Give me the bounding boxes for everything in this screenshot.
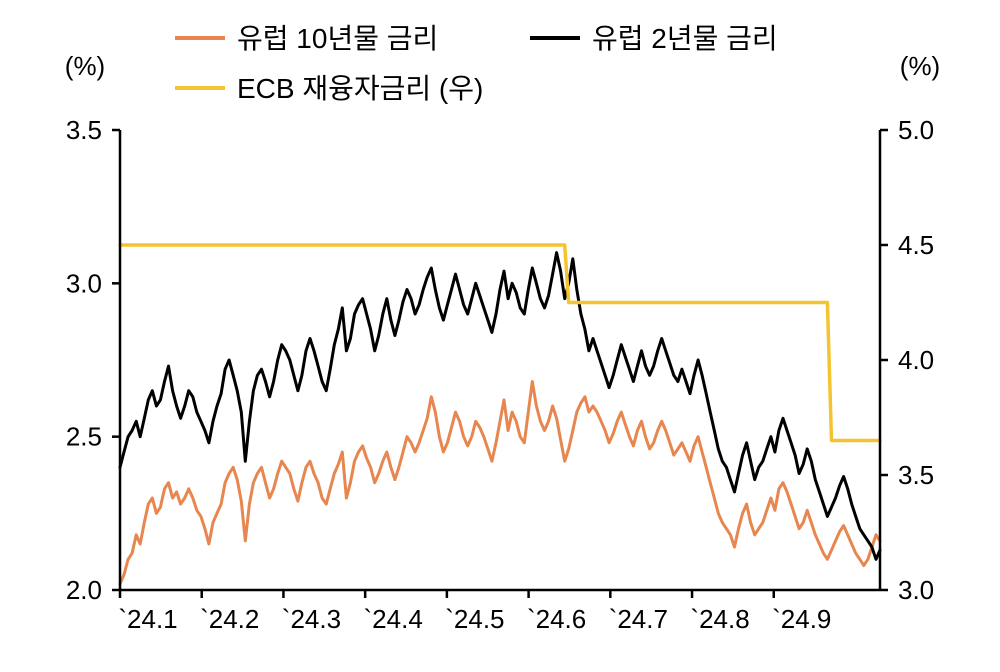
x-tick-label: `24.8 xyxy=(690,604,749,634)
right-tick-label: 3.0 xyxy=(898,575,934,605)
legend-item-label: 유럽 10년물 금리 xyxy=(237,23,438,54)
left-tick-label: 2.0 xyxy=(66,575,102,605)
x-tick-label: `24.2 xyxy=(200,604,259,634)
legend-item-label: ECB 재융자금리 (우) xyxy=(237,73,483,104)
x-tick-label: `24.4 xyxy=(364,604,423,634)
right-tick-label: 4.0 xyxy=(898,345,934,375)
left-axis-unit: (%) xyxy=(65,51,105,81)
left-tick-label: 3.0 xyxy=(66,268,102,298)
rates-chart: 유럽 10년물 금리 유럽 2년물 금리 ECB 재융자금리 (우) (%) (%) 2.… xyxy=(0,0,1000,672)
right-axis-unit: (%) xyxy=(900,51,940,81)
left-tick-label: 3.5 xyxy=(66,115,102,145)
left-tick-label: 2.5 xyxy=(66,422,102,452)
x-tick-label: `24.5 xyxy=(445,604,504,634)
right-tick-label: 3.5 xyxy=(898,460,934,490)
right-tick-label: 4.5 xyxy=(898,230,934,260)
chart-svg: 유럽 10년물 금리 유럽 2년물 금리 ECB 재융자금리 (우) (%) (%) 2.… xyxy=(0,0,1000,672)
x-tick-label: `24.1 xyxy=(118,604,177,634)
x-tick-label: `24.6 xyxy=(527,604,586,634)
x-tick-label: `24.3 xyxy=(282,604,341,634)
legend-item-label: 유럽 2년물 금리 xyxy=(592,23,778,54)
x-tick-label: `24.7 xyxy=(609,604,668,634)
right-tick-label: 5.0 xyxy=(898,115,934,145)
x-tick-label: `24.9 xyxy=(772,604,831,634)
